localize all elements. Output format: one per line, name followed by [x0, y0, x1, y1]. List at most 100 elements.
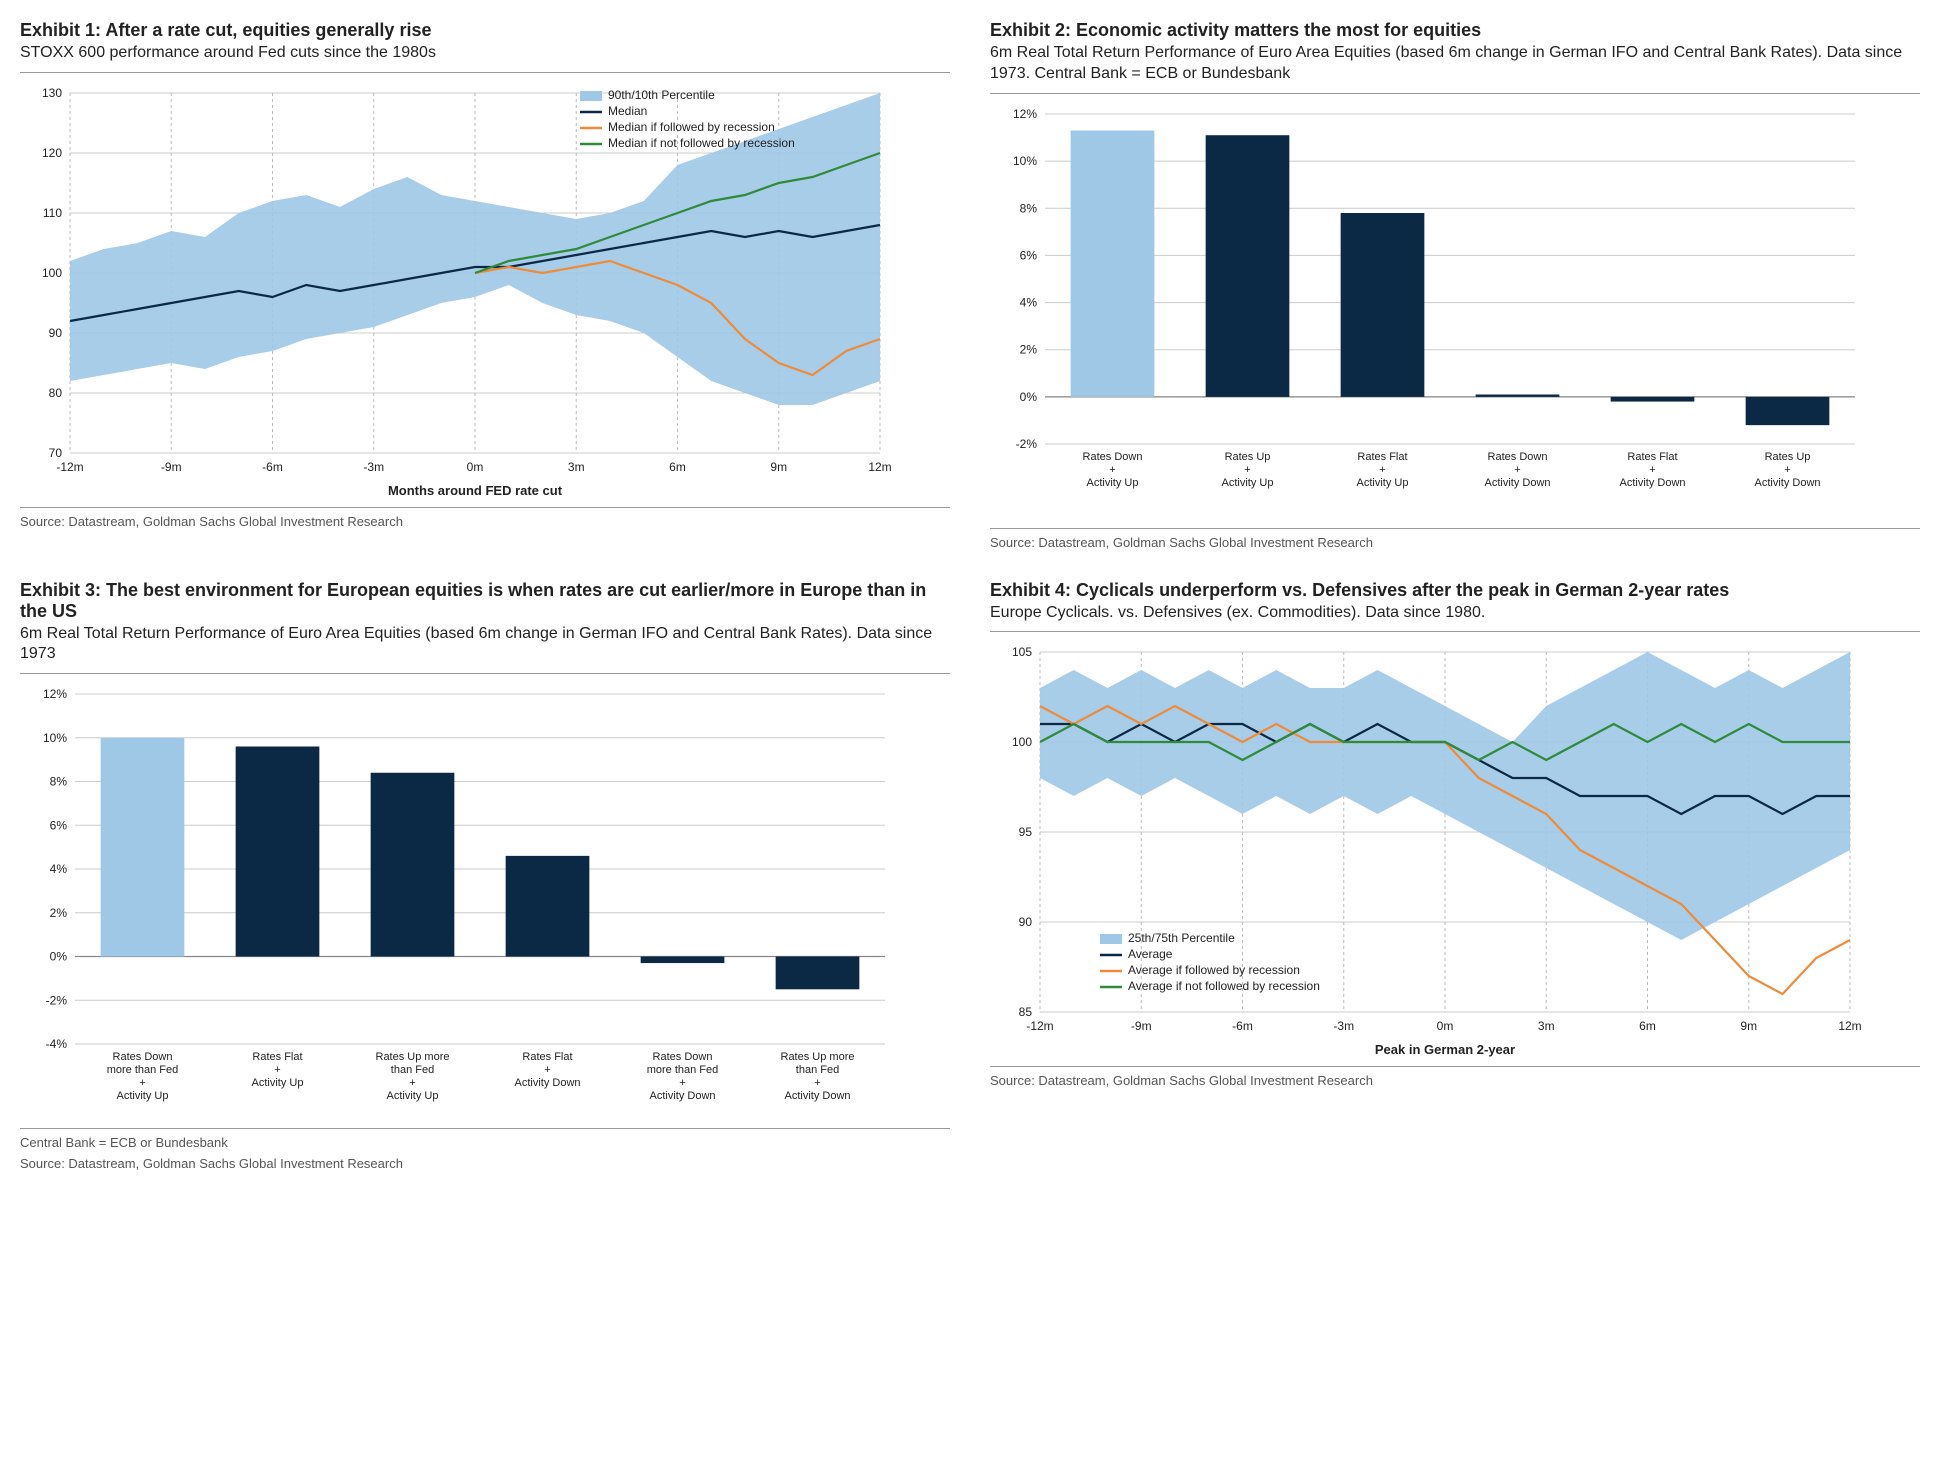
svg-text:10%: 10% — [1013, 154, 1037, 168]
svg-text:Rates Flat: Rates Flat — [1627, 451, 1677, 463]
svg-text:Rates Down: Rates Down — [653, 1051, 713, 1063]
svg-text:105: 105 — [1012, 645, 1032, 659]
exhibit-1-source: Source: Datastream, Goldman Sachs Global… — [20, 514, 950, 529]
svg-text:9m: 9m — [770, 460, 787, 474]
svg-text:6%: 6% — [50, 818, 68, 832]
exhibit-2-title: Exhibit 2: Economic activity matters the… — [990, 20, 1920, 41]
svg-text:-2%: -2% — [1016, 437, 1038, 451]
svg-text:+: + — [409, 1077, 415, 1089]
svg-text:+: + — [1379, 464, 1385, 476]
svg-text:130: 130 — [42, 86, 62, 100]
svg-text:2%: 2% — [50, 906, 68, 920]
exhibit-2-subtitle: 6m Real Total Return Performance of Euro… — [990, 43, 1920, 85]
svg-text:Activity Down: Activity Down — [1484, 477, 1550, 489]
svg-text:-6m: -6m — [262, 460, 283, 474]
svg-text:0m: 0m — [1437, 1019, 1454, 1033]
exhibit-2-source: Source: Datastream, Goldman Sachs Global… — [990, 535, 1920, 550]
svg-text:2%: 2% — [1020, 342, 1038, 356]
svg-text:Activity Up: Activity Up — [252, 1077, 304, 1089]
exhibit-3-footnote: Central Bank = ECB or Bundesbank — [20, 1135, 950, 1150]
svg-text:Rates Up more: Rates Up more — [781, 1051, 855, 1063]
exhibit-2: Exhibit 2: Economic activity matters the… — [990, 20, 1920, 550]
svg-text:Activity Down: Activity Down — [784, 1090, 850, 1102]
svg-text:80: 80 — [49, 386, 63, 400]
svg-text:-3m: -3m — [1333, 1019, 1354, 1033]
exhibit-4: Exhibit 4: Cyclicals underperform vs. De… — [990, 580, 1920, 1172]
svg-text:Activity Down: Activity Down — [1619, 477, 1685, 489]
svg-text:+: + — [1109, 464, 1115, 476]
svg-text:Activity Up: Activity Up — [1087, 477, 1139, 489]
svg-text:+: + — [139, 1077, 145, 1089]
svg-text:Median if not followed by rece: Median if not followed by recession — [608, 136, 795, 150]
exhibit-4-title: Exhibit 4: Cyclicals underperform vs. De… — [990, 580, 1920, 601]
svg-text:Rates Flat: Rates Flat — [522, 1051, 572, 1063]
svg-text:12m: 12m — [1838, 1019, 1861, 1033]
svg-text:Rates Up more: Rates Up more — [376, 1051, 450, 1063]
svg-text:-3m: -3m — [363, 460, 384, 474]
svg-text:Average if followed by recessi: Average if followed by recession — [1128, 963, 1300, 977]
svg-text:Median if followed by recessio: Median if followed by recession — [608, 120, 775, 134]
exhibit-2-chart: -2%0%2%4%6%8%10%12%Rates Down+Activity U… — [990, 93, 1920, 529]
svg-text:4%: 4% — [50, 862, 68, 876]
svg-text:Activity Down: Activity Down — [514, 1077, 580, 1089]
svg-text:than Fed: than Fed — [391, 1064, 434, 1076]
svg-text:-2%: -2% — [46, 993, 68, 1007]
exhibit-4-subtitle: Europe Cyclicals. vs. Defensives (ex. Co… — [990, 603, 1920, 624]
svg-text:+: + — [544, 1064, 550, 1076]
svg-text:90: 90 — [1019, 915, 1033, 929]
svg-text:-12m: -12m — [56, 460, 83, 474]
svg-text:Rates Down: Rates Down — [1083, 451, 1143, 463]
svg-text:Rates Flat: Rates Flat — [1357, 451, 1407, 463]
svg-text:25th/75th Percentile: 25th/75th Percentile — [1128, 931, 1235, 945]
svg-text:0%: 0% — [50, 950, 68, 964]
svg-text:0m: 0m — [467, 460, 484, 474]
svg-text:more than Fed: more than Fed — [107, 1064, 179, 1076]
svg-text:8%: 8% — [1020, 201, 1038, 215]
svg-text:100: 100 — [1012, 735, 1032, 749]
exhibit-3-source: Source: Datastream, Goldman Sachs Global… — [20, 1156, 950, 1171]
exhibit-3: Exhibit 3: The best environment for Euro… — [20, 580, 950, 1172]
svg-text:+: + — [1244, 464, 1250, 476]
exhibit-3-chart: -4%-2%0%2%4%6%8%10%12%Rates Downmore tha… — [20, 673, 950, 1129]
svg-text:+: + — [679, 1077, 685, 1089]
svg-text:Months around FED rate cut: Months around FED rate cut — [388, 483, 563, 498]
svg-text:3m: 3m — [1538, 1019, 1555, 1033]
svg-text:8%: 8% — [50, 775, 68, 789]
exhibit-1-chart: 708090100110120130-12m-9m-6m-3m0m3m6m9m1… — [20, 72, 950, 508]
svg-text:Rates Up: Rates Up — [1765, 451, 1811, 463]
svg-text:90: 90 — [49, 326, 63, 340]
exhibit-1-title: Exhibit 1: After a rate cut, equities ge… — [20, 20, 950, 41]
exhibit-grid: Exhibit 1: After a rate cut, equities ge… — [20, 20, 1920, 1171]
svg-text:6m: 6m — [669, 460, 686, 474]
svg-text:-9m: -9m — [1131, 1019, 1152, 1033]
svg-text:95: 95 — [1019, 825, 1033, 839]
svg-text:Peak in German 2-year: Peak in German 2-year — [1375, 1042, 1515, 1057]
svg-text:+: + — [1649, 464, 1655, 476]
svg-text:70: 70 — [49, 446, 63, 460]
svg-text:10%: 10% — [43, 731, 67, 745]
svg-text:3m: 3m — [568, 460, 585, 474]
svg-text:+: + — [274, 1064, 280, 1076]
svg-text:100: 100 — [42, 266, 62, 280]
svg-text:Rates Down: Rates Down — [113, 1051, 173, 1063]
svg-text:-6m: -6m — [1232, 1019, 1253, 1033]
svg-text:Activity Up: Activity Up — [1357, 477, 1409, 489]
exhibit-4-source: Source: Datastream, Goldman Sachs Global… — [990, 1073, 1920, 1088]
svg-text:Average if not followed by rec: Average if not followed by recession — [1128, 979, 1320, 993]
svg-text:-12m: -12m — [1026, 1019, 1053, 1033]
svg-text:more than Fed: more than Fed — [647, 1064, 719, 1076]
svg-text:9m: 9m — [1740, 1019, 1757, 1033]
svg-text:Rates Down: Rates Down — [1488, 451, 1548, 463]
svg-text:-9m: -9m — [161, 460, 182, 474]
svg-text:+: + — [1514, 464, 1520, 476]
exhibit-3-title: Exhibit 3: The best environment for Euro… — [20, 580, 950, 622]
svg-text:6m: 6m — [1639, 1019, 1656, 1033]
exhibit-1-subtitle: STOXX 600 performance around Fed cuts si… — [20, 43, 950, 64]
svg-text:0%: 0% — [1020, 389, 1038, 403]
svg-text:-4%: -4% — [46, 1037, 68, 1051]
svg-text:+: + — [814, 1077, 820, 1089]
svg-text:Median: Median — [608, 104, 647, 118]
svg-text:12m: 12m — [868, 460, 891, 474]
svg-text:Activity Down: Activity Down — [649, 1090, 715, 1102]
svg-text:85: 85 — [1019, 1005, 1033, 1019]
